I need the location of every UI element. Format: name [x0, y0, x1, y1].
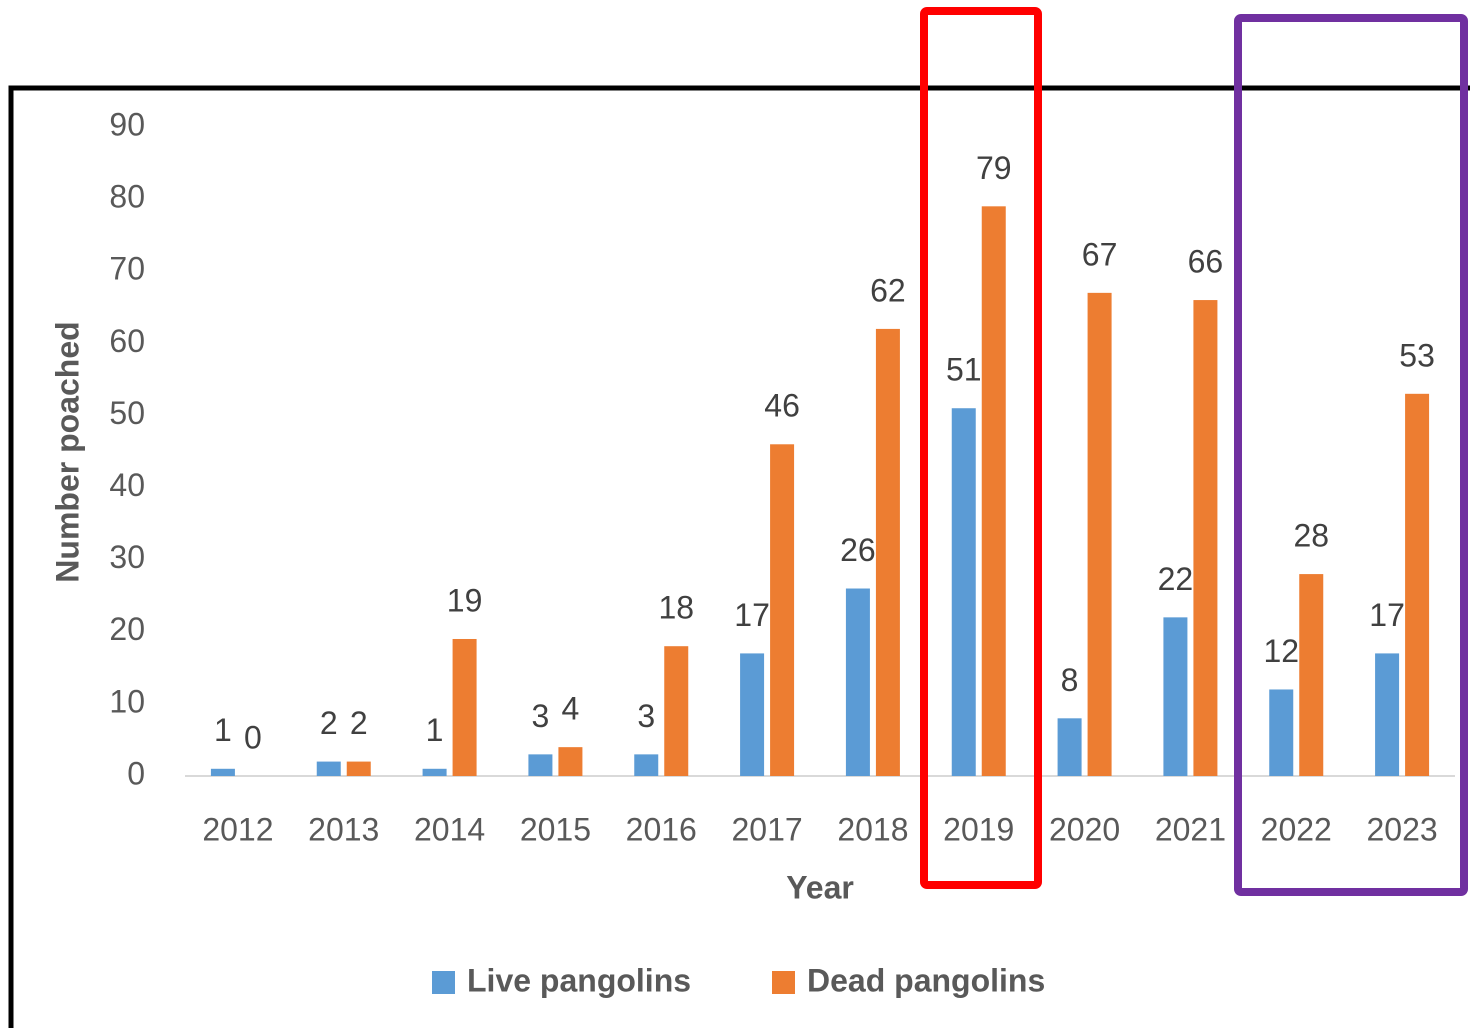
bar [1269, 689, 1294, 776]
x-tick-label: 2023 [1366, 811, 1437, 847]
x-tick-label: 2012 [202, 811, 273, 847]
y-tick-label: 80 [109, 179, 145, 215]
y-axis-title: Number poached [49, 321, 85, 582]
data-label: 46 [764, 388, 800, 424]
legend-swatch [772, 971, 795, 994]
data-label: 2 [320, 705, 338, 741]
legend-label: Live pangolins [467, 962, 691, 998]
bar [1375, 653, 1400, 776]
data-label: 17 [734, 597, 770, 633]
data-label: 67 [1082, 236, 1118, 272]
bar [558, 747, 583, 776]
bar [664, 646, 689, 776]
x-tick-label: 2016 [626, 811, 697, 847]
bar [1057, 718, 1082, 776]
data-label: 79 [976, 150, 1012, 186]
bar [951, 408, 976, 776]
x-tick-label: 2013 [308, 811, 379, 847]
bar [845, 588, 870, 776]
data-label: 62 [870, 272, 906, 308]
bar [1193, 300, 1218, 776]
y-tick-label: 90 [109, 106, 145, 142]
y-tick-label: 60 [109, 323, 145, 359]
bar [210, 768, 235, 776]
data-label: 1 [214, 712, 232, 748]
data-label: 3 [637, 698, 655, 734]
data-label: 17 [1369, 597, 1405, 633]
data-label: 1 [426, 712, 444, 748]
x-tick-label: 2022 [1261, 811, 1332, 847]
y-tick-label: 10 [109, 683, 145, 719]
highlight-box [1234, 14, 1468, 896]
x-tick-label: 2021 [1155, 811, 1226, 847]
data-label: 51 [946, 352, 982, 388]
x-axis-title: Year [786, 869, 854, 905]
bar [770, 444, 795, 776]
bar [316, 761, 341, 776]
legend-swatch [432, 971, 455, 994]
frame [8, 85, 1470, 1028]
data-label: 2 [350, 705, 368, 741]
bar [875, 328, 900, 776]
bar [1163, 617, 1188, 776]
y-tick-label: 30 [109, 539, 145, 575]
x-tick-label: 2017 [731, 811, 802, 847]
y-tick-label: 50 [109, 395, 145, 431]
y-tick-label: 0 [127, 755, 145, 791]
x-tick-label: 2014 [414, 811, 485, 847]
bar [1405, 393, 1430, 776]
data-label: 66 [1188, 244, 1224, 280]
bar [1087, 292, 1112, 776]
data-label: 19 [447, 582, 483, 618]
x-tick-label: 2015 [520, 811, 591, 847]
bar [1299, 574, 1324, 776]
bar [422, 768, 447, 776]
data-label: 53 [1399, 337, 1435, 373]
x-tick-label: 2019 [943, 811, 1014, 847]
data-label: 18 [658, 590, 694, 626]
y-tick-label: 70 [109, 251, 145, 287]
data-label: 28 [1293, 518, 1329, 554]
x-tick-label: 2020 [1049, 811, 1120, 847]
highlight-box [920, 7, 1042, 889]
data-label: 26 [840, 532, 876, 568]
data-label: 12 [1263, 633, 1299, 669]
data-label: 0 [244, 719, 262, 755]
bar [981, 206, 1006, 777]
bar [740, 653, 765, 776]
y-tick-label: 20 [109, 611, 145, 647]
bar [346, 761, 371, 776]
data-label: 22 [1158, 561, 1194, 597]
data-label: 3 [532, 698, 550, 734]
bar [528, 754, 553, 776]
data-label: 4 [562, 691, 580, 727]
y-tick-label: 40 [109, 467, 145, 503]
bar [634, 754, 659, 776]
legend-label: Dead pangolins [807, 962, 1045, 998]
bar [452, 638, 477, 776]
x-tick-label: 2018 [837, 811, 908, 847]
data-label: 8 [1061, 662, 1079, 698]
